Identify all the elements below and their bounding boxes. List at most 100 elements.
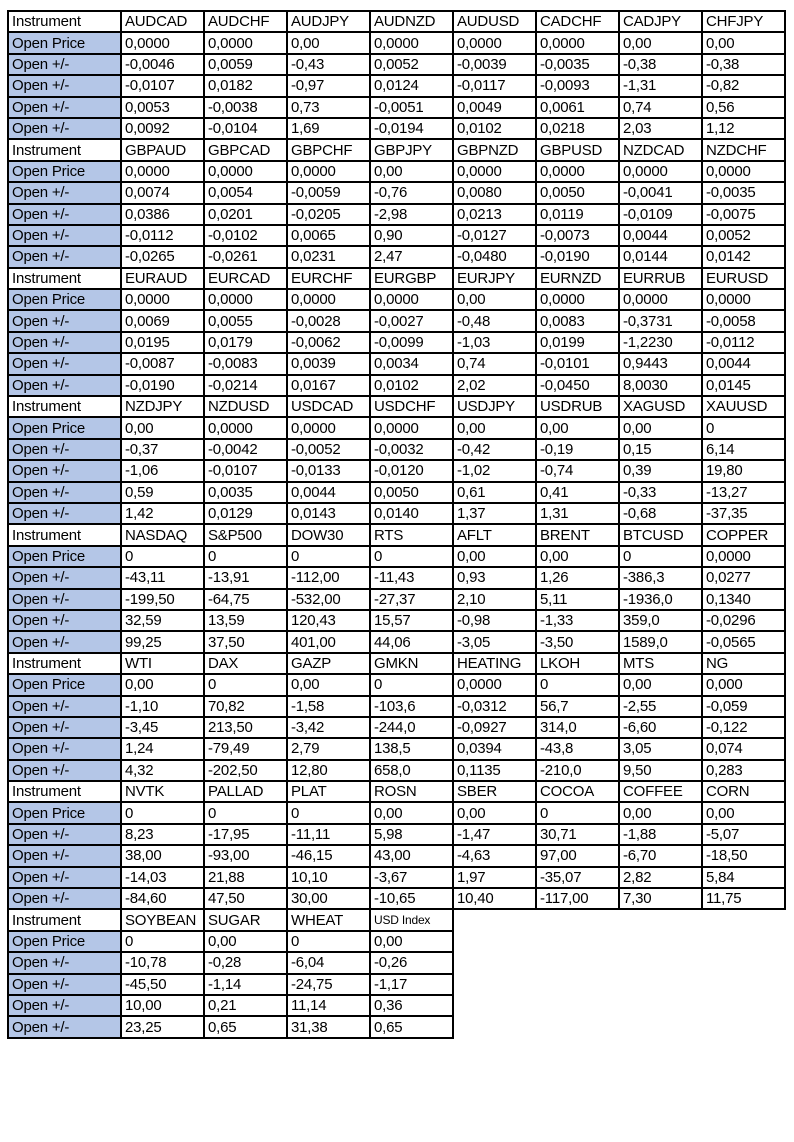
open-price-row: Open Price 0,00 0,0000 0,0000 0,0000 0,00 0,00… xyxy=(7,416,786,440)
open-change-value: 0,0053 xyxy=(120,95,205,119)
open-change-value: 0,0102 xyxy=(452,116,537,141)
instrument-name: XAGUSD xyxy=(618,395,703,419)
open-change-value: -1,03 xyxy=(452,330,537,355)
open-price-value: 0,00 xyxy=(286,31,371,55)
open-change-value: 2,47 xyxy=(369,245,454,269)
open-change-value: -0,0127 xyxy=(452,223,537,248)
change-row: Open +/- 1,42 0,0129 0,0143 0,0140 1,37 1,31 -0… xyxy=(7,501,786,526)
open-change-value: -117,00 xyxy=(535,886,620,911)
open-change-value: -112,00 xyxy=(286,566,371,590)
open-change-value: -0,0087 xyxy=(120,352,205,376)
change-row: Open +/- 0,0195 0,0179 -0,0062 -0,0099 -1,03 0… xyxy=(7,330,786,355)
change-row: Open +/- 0,0092 -0,0104 1,69 -0,0194 0,0102 0,… xyxy=(7,116,786,141)
open-price-row: Open Price 0 0 0 0,00 0,00 0 0,00 0,00 xyxy=(7,801,786,825)
open-change-value: -0,0042 xyxy=(203,437,288,462)
open-change-value: 21,88 xyxy=(203,865,288,890)
instrument-name: SOYBEAN xyxy=(120,908,205,932)
open-change-value: 2,79 xyxy=(286,737,371,761)
instrument-label: Instrument xyxy=(7,523,122,547)
instrument-table: Instrument AUDCAD AUDCHF AUDJPY AUDNZD AUDUSD… xyxy=(7,9,786,1039)
instrument-name: CORN xyxy=(701,780,786,804)
instrument-name: AUDJPY xyxy=(286,9,371,34)
open-change-value: 1,37 xyxy=(452,501,537,526)
instrument-name: GBPAUD xyxy=(120,138,205,162)
open-price-value: 0,00 xyxy=(286,673,371,697)
open-change-value: 0,0119 xyxy=(535,202,620,226)
instrument-name: DAX xyxy=(203,651,288,676)
open-change-value: -35,07 xyxy=(535,865,620,890)
open-change-value: -6,70 xyxy=(618,844,703,868)
open-change-value: -17,95 xyxy=(203,822,288,847)
instrument-name: S&P500 xyxy=(203,523,288,547)
open-change-value: -37,35 xyxy=(701,501,786,526)
open-change-value: -0,0194 xyxy=(369,116,454,141)
open-change-value: 31,38 xyxy=(286,1015,371,1039)
change-row: Open +/- -1,06 -0,0107 -0,0133 -0,0120 -1,02-… xyxy=(7,459,786,483)
open-price-value: 0,00 xyxy=(535,416,620,440)
open-change-value: 99,25 xyxy=(120,630,205,654)
open-change-value: -0,0450 xyxy=(535,373,620,398)
open-change-value: 0,0129 xyxy=(203,501,288,526)
open-change-value: -13,27 xyxy=(701,480,786,505)
open-price-value: 0,0000 xyxy=(452,31,537,55)
open-change-value: 0,0142 xyxy=(701,245,786,269)
open-price-value: 0,00 xyxy=(369,159,454,184)
open-price-value: 0,0000 xyxy=(535,159,620,184)
change-row: Open +/- 38,00 -93,00 -46,15 43,00 -4,63 97,00… xyxy=(7,844,786,868)
open-change-value: 0,0277 xyxy=(701,566,786,590)
open-change-value: -1,10 xyxy=(120,694,205,718)
open-price-value: 0,00 xyxy=(701,31,786,55)
open-change-value: -0,0205 xyxy=(286,202,371,226)
open-change-label: Open +/- xyxy=(7,352,122,376)
open-change-value: 0,0102 xyxy=(369,373,454,398)
instrument-name: EURJPY xyxy=(452,266,537,291)
open-price-value: 0,00 xyxy=(369,801,454,825)
instrument-name: DOW30 xyxy=(286,523,371,547)
open-price-row: Open Price 0,0000 0,0000 0,0000 0,00 0,0000 0,… xyxy=(7,159,786,184)
open-change-value: -1,58 xyxy=(286,694,371,718)
open-change-value: -0,059 xyxy=(701,694,786,718)
open-price-value: 0 xyxy=(203,544,288,569)
open-change-label: Open +/- xyxy=(7,822,122,847)
open-change-value: 1,31 xyxy=(535,501,620,526)
open-change-value: 0,0145 xyxy=(701,373,786,398)
open-change-value: 10,40 xyxy=(452,886,537,911)
open-change-value: -0,0041 xyxy=(618,181,703,205)
open-change-value: -1,2230 xyxy=(618,330,703,355)
open-change-value: 0,283 xyxy=(701,758,786,783)
instrument-label: Instrument xyxy=(7,651,122,676)
instrument-name: NZDUSD xyxy=(203,395,288,419)
open-change-value: 0,0231 xyxy=(286,245,371,269)
open-price-value: 0,0000 xyxy=(369,31,454,55)
open-change-value: -0,82 xyxy=(701,74,786,98)
open-change-label: Open +/- xyxy=(7,715,122,740)
open-change-value: 0,074 xyxy=(701,737,786,761)
open-change-value: 0,0034 xyxy=(369,352,454,376)
open-change-value: -199,50 xyxy=(120,587,205,611)
open-change-value: 5,84 xyxy=(701,865,786,890)
open-change-value: 1589,0 xyxy=(618,630,703,654)
open-change-value: 0,15 xyxy=(618,437,703,462)
open-change-value: -0,0120 xyxy=(369,459,454,483)
change-row: Open +/- 0,0074 0,0054 -0,0059 -0,76 0,0080 0,… xyxy=(7,181,786,205)
open-change-value: -103,6 xyxy=(369,694,454,718)
instrument-name: AUDCHF xyxy=(203,9,288,34)
open-price-value: 0,00 xyxy=(618,673,703,697)
open-change-value: 0,0059 xyxy=(203,52,288,77)
open-change-value: 12,80 xyxy=(286,758,371,783)
change-row: Open +/- 0,0386 0,0201 -0,0205 -2,98 0,0213 0,… xyxy=(7,202,786,226)
instrument-name: COFFEE xyxy=(618,780,703,804)
open-change-value: 47,50 xyxy=(203,886,288,911)
open-change-value: 0,0386 xyxy=(120,202,205,226)
empty-cell xyxy=(619,1016,702,1037)
open-change-value: -1936,0 xyxy=(618,587,703,611)
instrument-name: COCOA xyxy=(535,780,620,804)
open-price-value: 0,00 xyxy=(618,416,703,440)
open-change-value: 11,75 xyxy=(701,886,786,911)
instrument-name: PALLAD xyxy=(203,780,288,804)
change-row: Open +/- -84,60 47,50 30,00 -10,65 10,40 -117,… xyxy=(7,886,786,911)
open-price-value: 0,00 xyxy=(452,416,537,440)
open-change-value: 23,25 xyxy=(120,1015,205,1039)
empty-cell xyxy=(619,952,702,973)
instrument-name: HEATING xyxy=(452,651,537,676)
